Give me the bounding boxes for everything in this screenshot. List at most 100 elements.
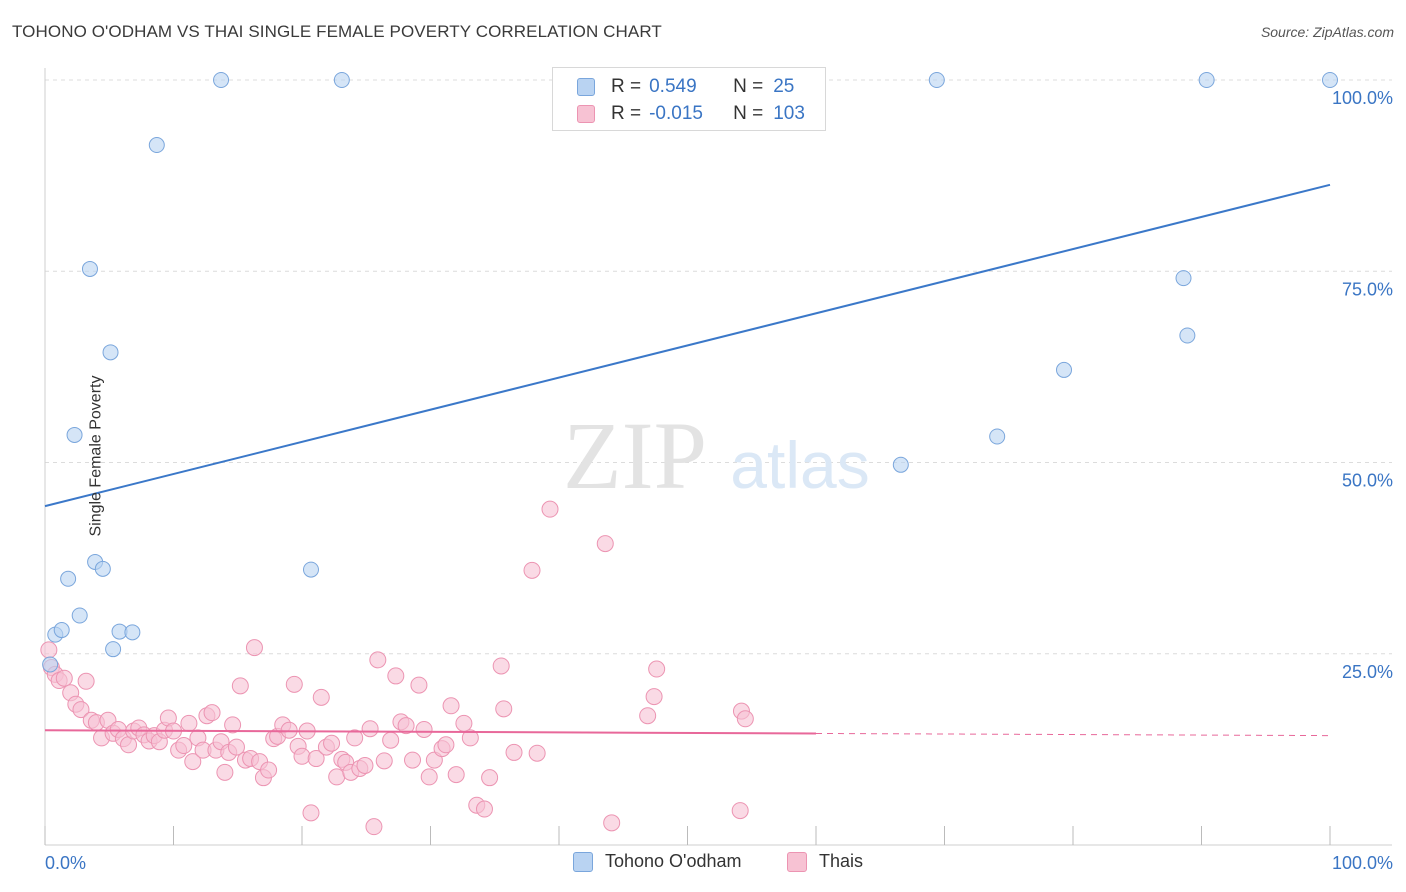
legend-swatch-blue [577,78,595,96]
watermark-atlas: atlas [730,428,869,502]
watermark-zip: ZIP [563,402,707,509]
thaispoint-46 [260,761,278,779]
thaispoint-77 [415,720,433,738]
thaispoint-100 [731,802,749,820]
trend-lines [44,183,1331,737]
thaispoint-85 [461,729,479,747]
tohono-o-odhampoint-0 [42,656,59,673]
thaispoint-59 [323,734,341,752]
thaispoint-0 [40,641,58,659]
gridlines [45,79,1392,655]
thaispoint-96 [603,814,621,832]
tohono-o-odhampoint-12 [124,624,141,641]
thaispoint-4 [55,669,73,687]
thaispoint-88 [481,769,499,787]
tohono-o-odhampoint-17 [892,456,909,473]
tohono-o-odhampoint-2 [53,622,70,639]
thaispoint-57 [312,688,330,706]
thaispoint-98 [645,688,663,706]
thaispoint-102 [736,710,754,728]
thaispoint-70 [375,752,393,770]
thaispoint-64 [346,729,364,747]
thaispoint-66 [356,756,374,774]
axes [44,68,1392,846]
tohono-o-odhampoint-6 [81,260,98,277]
tohono-o-odhampoint-10 [105,641,122,658]
thaispoint-53 [293,747,311,765]
thaispoint-97 [639,707,657,725]
tohono-o-odhampoint-14 [213,72,230,88]
thaispoint-82 [442,697,460,715]
tohono-o-odhampoint-4 [66,426,83,443]
thaispoint-68 [365,818,383,836]
tohono-o-odhampoint-9 [102,344,119,361]
chart-title: TOHONO O'ODHAM VS THAI SINGLE FEMALE POV… [12,22,662,41]
tohono-o-odhampoint-16 [333,72,350,88]
watermark: ZIP atlas [563,402,870,509]
tohono-o-odhampoint-24 [1322,72,1338,88]
tohono-trend-line [44,183,1331,508]
thaispoint-90 [495,700,513,718]
thaispoint-33 [203,704,221,722]
thaispoint-43 [245,639,263,657]
thaispoint-94 [541,500,559,518]
legend-n-label: N = [733,76,764,97]
thais-trend-line [44,729,817,735]
legend-r-label: R = [611,103,642,124]
thaispoint-55 [302,804,320,822]
legend-label-thais: Thais [819,851,864,871]
legend-item-thais[interactable]: Thais [787,851,863,872]
legend-label-tohono: Tohono O'odham [605,851,742,871]
tick-labels: 25.0% 50.0% 75.0% 100.0% 0.0% 100.0% [45,88,1393,873]
tohono-o-odhampoint-15 [302,561,319,578]
thaispoint-28 [180,714,198,732]
tohono-o-odhampoint-21 [1175,270,1192,287]
tohono-o-odhampoint-5 [71,607,88,624]
thaispoint-91 [505,743,523,761]
source-label: Source: ZipAtlas.com [1260,24,1394,40]
series-legend: Tohono O'odham Thais [0,851,1406,877]
y-tick-label-100: 100.0% [1332,88,1393,108]
thaispoint-81 [437,736,455,754]
thaispoint-71 [382,731,400,749]
legend-swatch-pink [787,851,807,872]
legend-row-thais: R = -0.015 N = 103 [577,103,839,125]
thaispoint-51 [285,675,303,693]
y-axis-label: Single Female Poverty [87,375,105,537]
thaispoint-29 [184,753,202,771]
thaispoint-39 [227,738,245,756]
tohono-o-odhampoint-23 [1198,72,1215,88]
thaispoint-89 [492,657,510,675]
thaispoint-92 [523,561,541,579]
tohono-o-odhampoint-19 [989,428,1006,445]
x-tick-label-100: 100.0% [1332,853,1393,873]
thaispoint-69 [369,651,387,669]
thaispoint-87 [475,800,493,818]
thaispoint-84 [455,714,473,732]
legend-r-value: 0.549 [649,76,697,97]
tohono-o-odhampoint-8 [94,560,111,577]
tohono-o-odhampoint-3 [60,570,77,587]
thaispoint-74 [397,717,415,735]
thaispoint-83 [447,766,465,784]
legend-n-label: N = [733,103,764,124]
thais-trend-line-dashed [815,732,1331,737]
thaispoint-78 [420,768,438,786]
thaispoint-60 [328,768,346,786]
tohono-o-odhampoint-18 [928,72,945,88]
thaispoint-36 [216,763,234,781]
thaispoint-99 [648,660,666,678]
y-tick-label-50: 50.0% [1342,471,1393,491]
thaispoint-40 [231,677,249,695]
thaispoint-8 [77,672,95,690]
thaispoint-72 [387,667,405,685]
legend-swatch-pink [577,105,595,123]
thaispoint-93 [528,744,546,762]
tohono-o-odhampoint-22 [1179,327,1196,344]
tohono-o-odhampoint-13 [148,137,165,154]
legend-n-value: 103 [773,103,805,124]
x-tick-label-0: 0.0% [45,853,86,873]
legend-item-tohono[interactable]: Tohono O'odham [573,851,742,872]
thais-points [40,500,754,836]
